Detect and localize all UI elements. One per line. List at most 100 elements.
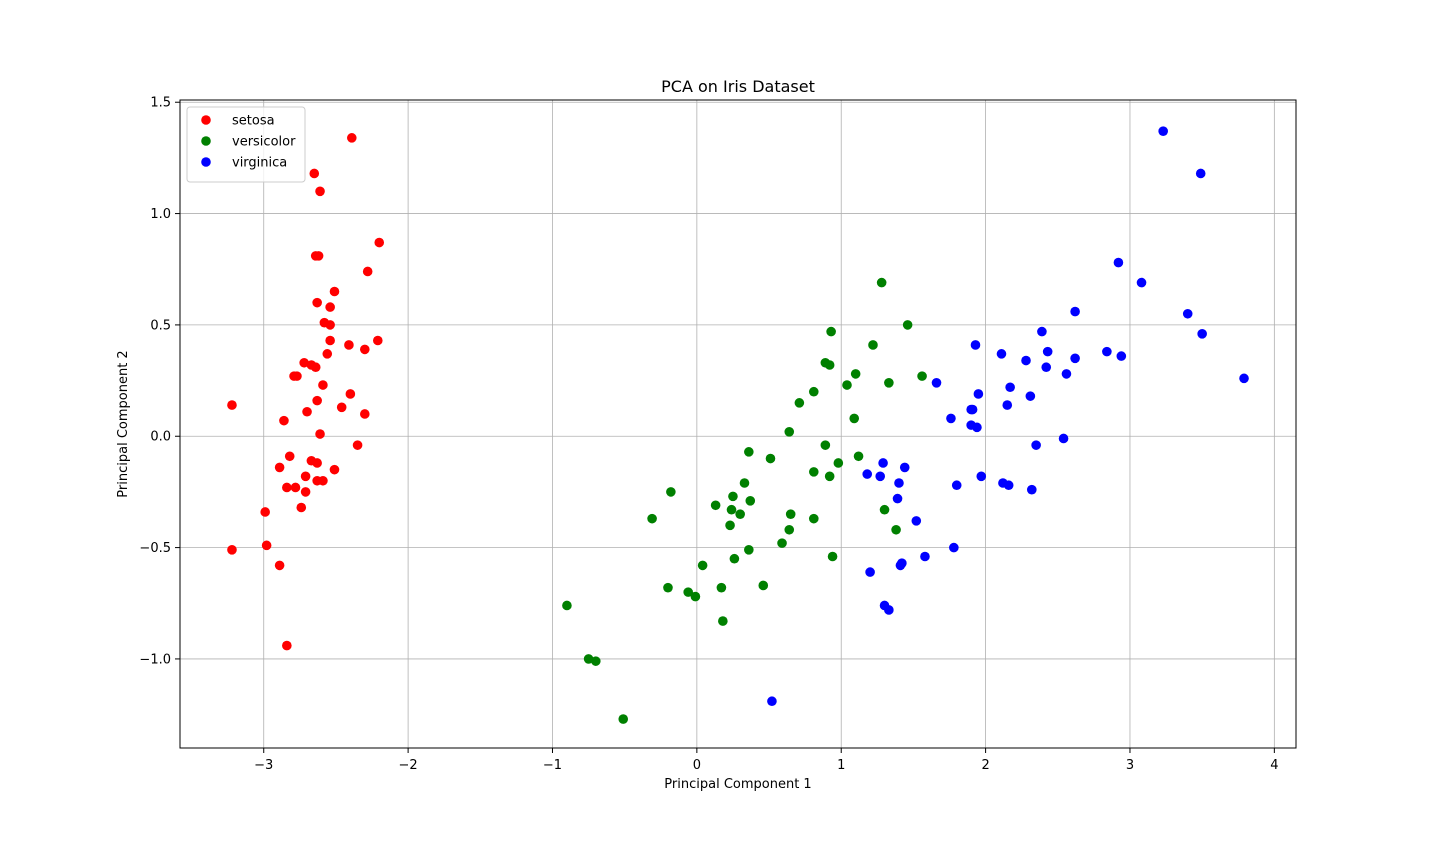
scatter-point-setosa [318, 380, 328, 390]
y-tick-label: 0.5 [150, 318, 171, 333]
scatter-point-versicolor [827, 551, 838, 562]
scatter-point-setosa [336, 402, 347, 413]
scatter-point-versicolor [820, 440, 831, 450]
scatter-point-setosa [352, 440, 363, 450]
scatter-point-setosa [359, 409, 370, 419]
y-tick-label: −1.0 [139, 652, 171, 667]
scatter-point-setosa [362, 266, 373, 277]
scatter-point-versicolor [826, 326, 836, 337]
scatter-point-virginica [1070, 353, 1080, 364]
scatter-point-virginica [1037, 326, 1047, 337]
scatter-point-versicolor [710, 500, 721, 511]
scatter-point-setosa [261, 540, 272, 551]
scatter-point-virginica [1021, 355, 1031, 366]
scatter-point-versicolor [853, 451, 864, 462]
scatter-point-setosa [310, 362, 321, 373]
scatter-point-virginica [920, 551, 930, 562]
scatter-point-versicolor [784, 524, 795, 535]
scatter-point-virginica [892, 493, 903, 504]
scatter-point-virginica [1239, 373, 1249, 384]
scatter-point-versicolor [745, 496, 756, 506]
scatter-point-versicolor [842, 380, 852, 390]
scatter-point-versicolor [726, 504, 737, 515]
scatter-point-virginica [1002, 400, 1013, 410]
scatter-point-setosa [282, 640, 292, 651]
scatter-point-versicolor [891, 524, 901, 535]
scatter-point-setosa [313, 251, 324, 261]
scatter-point-setosa [302, 406, 312, 417]
legend-box [186, 106, 306, 183]
x-tick-label: 4 [1270, 758, 1278, 773]
legend-marker-versicolor [201, 136, 211, 146]
scatter-point-virginica [931, 378, 942, 388]
scatter-point-setosa [322, 349, 333, 359]
scatter-point-setosa [227, 400, 237, 410]
scatter-point-virginica [1182, 308, 1193, 319]
y-tick-label: 1.0 [150, 207, 171, 222]
scatter-point-versicolor [784, 426, 795, 437]
scatter-point-setosa [282, 482, 292, 493]
scatter-point-virginica [1031, 440, 1041, 450]
x-axis-label: Principal Component 1 [664, 777, 811, 792]
scatter-point-versicolor [744, 447, 754, 457]
scatter-point-setosa [315, 186, 325, 197]
scatter-point-versicolor [808, 513, 819, 524]
scatter-point-versicolor [849, 413, 860, 424]
y-tick-label: −0.5 [139, 541, 171, 556]
scatter-point-versicolor [663, 582, 673, 593]
scatter-point-versicolor [690, 591, 701, 602]
scatter-point-setosa [359, 344, 370, 355]
scatter-point-versicolor [735, 509, 745, 519]
scatter-point-setosa [300, 471, 311, 482]
scatter-point-setosa [344, 340, 354, 350]
scatter-point-setosa [227, 545, 237, 555]
scatter-point-virginica [1070, 306, 1080, 317]
scatter-point-setosa [374, 237, 385, 248]
legend-marker-setosa [201, 115, 211, 125]
scatter-point-versicolor [590, 656, 601, 666]
scatter-point-setosa [312, 458, 322, 468]
scatter-point-virginica [895, 560, 906, 571]
legend-marker-virginica [201, 157, 211, 167]
scatter-point-versicolor [785, 509, 796, 519]
scatter-point-virginica [894, 478, 904, 488]
scatter-point-virginica [973, 389, 984, 399]
y-tick-label: 1.5 [150, 96, 171, 111]
scatter-point-versicolor [718, 616, 728, 626]
scatter-point-virginica [1005, 382, 1015, 393]
scatter-point-setosa [312, 297, 322, 308]
scatter-point-virginica [1102, 346, 1112, 357]
x-tick-label: −1 [543, 758, 562, 773]
scatter-point-setosa [312, 395, 322, 406]
scatter-point-versicolor [808, 467, 819, 477]
scatter-point-versicolor [647, 513, 657, 524]
scatter-point-virginica [911, 516, 922, 526]
scatter-point-virginica [1003, 480, 1014, 491]
scatter-point-versicolor [824, 360, 835, 370]
scatter-point-versicolor [765, 453, 776, 464]
legend: setosa versicolor virginica [186, 106, 306, 183]
scatter-point-setosa [300, 487, 311, 497]
scatter-point-virginica [1136, 277, 1147, 288]
scatter-point-setosa [274, 560, 285, 571]
scatter-point-setosa [279, 415, 289, 426]
scatter-point-versicolor [833, 458, 844, 468]
scatter-point-setosa [325, 302, 335, 312]
x-tick-label: 0 [693, 758, 701, 773]
x-tick-label: 1 [837, 758, 845, 773]
scatter-point-virginica [1058, 433, 1069, 444]
plot-frame [179, 99, 1297, 749]
legend-label-virginica: virginica [232, 156, 287, 171]
scatter-point-setosa [299, 357, 309, 368]
scatter-point-setosa [329, 286, 340, 297]
scatter-point-virginica [1042, 346, 1053, 357]
scatter-point-setosa [284, 451, 295, 462]
scatter-point-virginica [972, 422, 982, 433]
scatter-point-virginica [1195, 168, 1206, 179]
scatter-point-setosa [274, 462, 285, 473]
scatter-point-versicolor [794, 398, 805, 408]
scatter-point-versicolor [824, 471, 835, 482]
scatter-point-setosa [292, 371, 302, 381]
legend-label-versicolor: versicolor [232, 135, 296, 150]
